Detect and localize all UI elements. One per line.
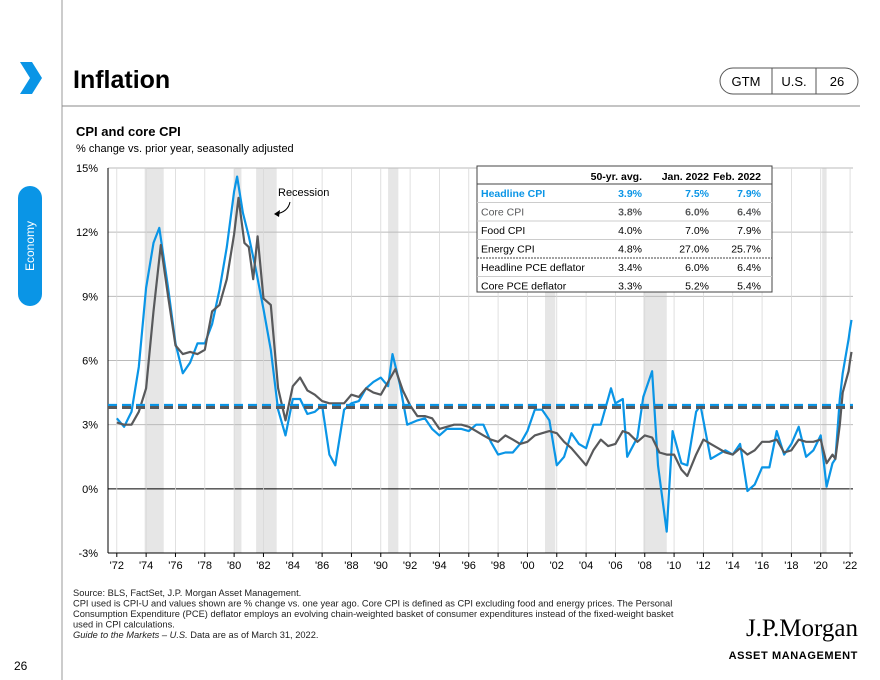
x-tick-label: '00 xyxy=(520,560,534,572)
x-tick-label: '04 xyxy=(579,560,593,572)
y-tick-label: 12% xyxy=(76,227,98,239)
chevron-icon xyxy=(20,62,42,94)
table-cell: 27.0% xyxy=(679,244,709,256)
footnote: Guide to the Markets – U.S. Data are as … xyxy=(73,630,318,640)
plot: -3% 0% 3% 6% 9% 12% 15% '72 '74 '76 '78 '80 '82 '84 '8… xyxy=(76,163,857,572)
page-number: 26 xyxy=(14,659,28,673)
x-tick-label: '02 xyxy=(550,560,564,572)
x-tick-label: '76 xyxy=(168,560,182,572)
y-tick-label: 3% xyxy=(82,420,98,432)
chart-subtitle: % change vs. prior year, seasonally adju… xyxy=(76,143,294,155)
guide-title: Guide to the Markets – U.S. xyxy=(73,630,188,640)
table-header: Jan. 2022 xyxy=(662,171,709,183)
table-header: 50-yr. avg. xyxy=(591,171,642,183)
logo-tagline: ASSET MANAGEMENT xyxy=(729,650,858,662)
table-cell: 6.0% xyxy=(685,207,710,219)
table-row-label: Core CPI xyxy=(481,207,524,219)
table-header: Feb. 2022 xyxy=(713,171,761,183)
x-tick-label: '94 xyxy=(432,560,446,572)
table-cell: 5.4% xyxy=(737,281,761,293)
y-tick-label: 15% xyxy=(76,163,98,175)
table-cell: 3.3% xyxy=(618,281,642,293)
table-cell: 4.0% xyxy=(618,225,642,237)
tags: GTM U.S. 26 xyxy=(719,67,859,95)
x-tick-label: '92 xyxy=(403,560,417,572)
logo-name: J.P.Morgan xyxy=(746,615,859,642)
series-line xyxy=(116,196,853,478)
table-row-label: Headline CPI xyxy=(481,188,545,200)
table-cell: 6.4% xyxy=(737,262,761,274)
table-cell: 3.9% xyxy=(618,188,643,200)
table-cell: 7.0% xyxy=(685,225,709,237)
x-tick-label: '82 xyxy=(256,560,270,572)
arrow-head xyxy=(274,210,280,217)
x-tick-label: '98 xyxy=(491,560,505,572)
table-cell: 7.9% xyxy=(737,225,761,237)
section-label: Economy xyxy=(23,221,37,271)
footnote: used in CPI calculations. xyxy=(73,620,175,630)
x-tick-label: '88 xyxy=(344,560,358,572)
x-tick-label: '78 xyxy=(198,560,212,572)
y-tick-label: 6% xyxy=(82,356,98,368)
table-cell: 6.0% xyxy=(685,262,709,274)
table-cell: 5.2% xyxy=(685,281,709,293)
chart-title: CPI and core CPI xyxy=(76,124,181,139)
table-cell: 6.4% xyxy=(737,207,762,219)
x-tick-label: '20 xyxy=(814,560,828,572)
footnote: CPI used is CPI-U and values shown are %… xyxy=(73,599,672,609)
table-row-label: Energy CPI xyxy=(481,244,535,256)
x-tick-label: '86 xyxy=(315,560,329,572)
x-tick-label: '08 xyxy=(638,560,652,572)
x-tick-label: '18 xyxy=(784,560,798,572)
x-tick-label: '16 xyxy=(755,560,769,572)
footnote: Source: BLS, FactSet, J.P. Morgan Asset … xyxy=(73,588,301,598)
x-tick-label: '84 xyxy=(286,560,300,572)
guide-note: Data are as of March 31, 2022. xyxy=(188,630,319,640)
x-tick-label: '80 xyxy=(227,560,241,572)
x-tick-label: '90 xyxy=(374,560,388,572)
table-row-label: Core PCE deflator xyxy=(481,281,567,293)
y-tick-label: -3% xyxy=(78,548,98,560)
table-box xyxy=(476,165,773,293)
y-tick-label: 9% xyxy=(82,291,98,303)
footer: Source: BLS, FactSet, J.P. Morgan Asset … xyxy=(73,588,674,640)
x-tick-label: '96 xyxy=(462,560,476,572)
table-cell: 3.4% xyxy=(618,262,642,274)
table-cell: 3.8% xyxy=(618,207,643,219)
footnote: Consumption Expenditure (PCE) deflator e… xyxy=(73,609,674,619)
table-cell: 7.9% xyxy=(737,188,762,200)
table-cell: 7.5% xyxy=(685,188,710,200)
x-tick-label: '12 xyxy=(696,560,710,572)
page-title: Inflation xyxy=(73,66,170,94)
tag: U.S. xyxy=(781,74,806,89)
x-tick-label: '74 xyxy=(139,560,153,572)
x-tick-label: '72 xyxy=(110,560,124,572)
tag: 26 xyxy=(830,74,844,89)
x-tick-label: '14 xyxy=(726,560,740,572)
x-tick-label: '22 xyxy=(843,560,857,572)
x-tick-label: '10 xyxy=(667,560,681,572)
x-tick-label: '06 xyxy=(608,560,622,572)
tag-box xyxy=(719,67,859,95)
tag: GTM xyxy=(732,74,761,89)
recession-label: Recession xyxy=(278,187,329,199)
section-pill xyxy=(18,186,42,306)
table-row-label: Food CPI xyxy=(481,225,525,237)
table-cell: 4.8% xyxy=(618,244,642,256)
series-line xyxy=(115,175,853,533)
y-tick-label: 0% xyxy=(82,484,98,496)
table-row-label: Headline PCE deflator xyxy=(481,262,585,274)
table-cell: 25.7% xyxy=(731,244,761,256)
